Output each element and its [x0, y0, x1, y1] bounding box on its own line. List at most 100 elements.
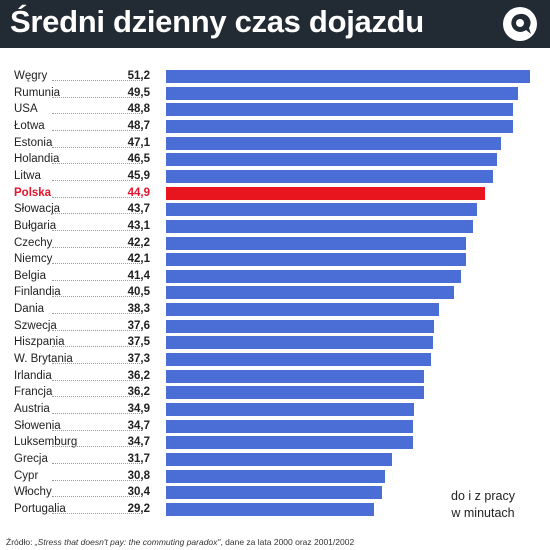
unit-note: do i z pracy w minutach: [428, 488, 538, 522]
leader-dots: [52, 163, 142, 165]
leader-dots: [52, 363, 142, 365]
bar: [166, 436, 413, 450]
bar: [166, 153, 497, 167]
category-label: Grecja: [14, 452, 48, 465]
bar: [166, 403, 415, 416]
value-label: 37,6: [127, 319, 150, 332]
leader-dots: [52, 80, 142, 81]
category-label: Czechy: [14, 236, 53, 249]
category-label: Niemcy: [14, 253, 53, 266]
bar: [166, 286, 455, 300]
value-label: 36,2: [127, 369, 150, 382]
page-title: Średni dzienny czas dojazdu: [10, 4, 424, 39]
category-label: Austria: [14, 403, 50, 415]
category-label: Włochy: [14, 486, 52, 499]
header-bar: Średni dzienny czas dojazdu: [0, 0, 550, 48]
category-label: Rumunia: [14, 86, 61, 99]
bar: [166, 203, 477, 217]
category-label: Luksemburg: [14, 436, 78, 449]
leader-dots: [52, 396, 142, 398]
unit-note-line: do i z pracy: [451, 489, 515, 503]
category-label: Słowacja: [14, 203, 61, 216]
category-label: Finlandia: [14, 286, 61, 299]
bar: [166, 486, 383, 500]
value-label: 34,7: [127, 419, 150, 432]
category-label: Hiszpania: [14, 336, 65, 349]
bar: [166, 502, 374, 516]
value-label: 30,8: [127, 469, 150, 482]
leader-dots: [52, 413, 142, 414]
category-label: Słowenia: [14, 419, 61, 432]
source-note: Źródło: „Stress that doesn't pay: the co…: [6, 537, 354, 547]
value-label: 34,9: [127, 403, 150, 415]
category-label: Bułgaria: [14, 219, 57, 232]
category-label: Estonia: [14, 136, 53, 149]
bar: [166, 319, 434, 333]
leader-dots: [52, 496, 142, 498]
category-label: Łotwa: [14, 119, 45, 132]
category-label: Szwecja: [14, 319, 57, 332]
bar: [166, 369, 424, 383]
value-label: 43,7: [127, 203, 150, 216]
category-label: W. Brytania: [14, 353, 73, 366]
category-label: Dania: [14, 303, 45, 316]
category-label: Francja: [14, 386, 53, 399]
value-label: 36,2: [127, 386, 150, 399]
value-label: 41,4: [127, 269, 150, 282]
value-label: 31,7: [127, 452, 150, 465]
leader-dots: [52, 279, 142, 281]
bar: [166, 169, 493, 183]
leader-dots: [52, 446, 142, 448]
unit-note-line: w minutach: [451, 506, 515, 520]
value-label: 42,1: [127, 253, 150, 266]
category-label: Holandia: [14, 153, 60, 166]
category-label: Portugalia: [14, 502, 66, 515]
leader-dots: [52, 429, 142, 431]
bar: [166, 186, 486, 200]
category-label: Węgry: [14, 70, 48, 82]
leader-dots: [52, 512, 142, 514]
leader-dots: [52, 113, 142, 115]
bar: [166, 419, 413, 433]
bar: [166, 253, 466, 267]
leader-dots: [52, 129, 142, 131]
bar: [166, 353, 432, 367]
value-label: 43,1: [127, 219, 150, 232]
leader-dots: [52, 213, 142, 215]
leader-dots: [52, 96, 142, 98]
value-label: 48,7: [127, 119, 150, 132]
leader-dots: [52, 263, 142, 265]
value-label: 40,5: [127, 286, 150, 299]
leader-dots: [52, 479, 142, 481]
leader-dots: [52, 146, 142, 148]
leader-dots: [52, 379, 142, 381]
source-suffix: , dane za lata 2000 oraz 2001/2002: [220, 537, 355, 547]
value-label: 29,2: [127, 502, 150, 515]
bar: [166, 119, 513, 133]
value-label: 45,9: [127, 169, 150, 182]
quote-bubble-icon: [503, 7, 537, 41]
bar: [166, 303, 439, 317]
category-label: Cypr: [14, 469, 39, 482]
category-label: Litwa: [14, 169, 41, 182]
bar: [166, 219, 473, 233]
value-label: 37,5: [127, 336, 150, 349]
value-label: 38,3: [127, 303, 150, 316]
bar: [166, 70, 531, 83]
bar: [166, 336, 433, 350]
value-label: 34,7: [127, 436, 150, 449]
value-label: 44,9: [127, 186, 150, 199]
bar: [166, 269, 461, 283]
bar: [166, 386, 424, 400]
bar: [166, 452, 392, 466]
leader-dots: [52, 346, 142, 348]
source-title: „Stress that doesn't pay: the commuting …: [34, 537, 221, 547]
source-prefix: Źródło:: [6, 537, 35, 547]
leader-dots: [52, 246, 142, 248]
value-label: 49,5: [127, 86, 150, 99]
bar: [166, 103, 514, 117]
leader-dots: [52, 313, 142, 315]
leader-dots: [52, 462, 142, 464]
category-label: Belgia: [14, 269, 46, 282]
value-label: 30,4: [127, 486, 150, 499]
